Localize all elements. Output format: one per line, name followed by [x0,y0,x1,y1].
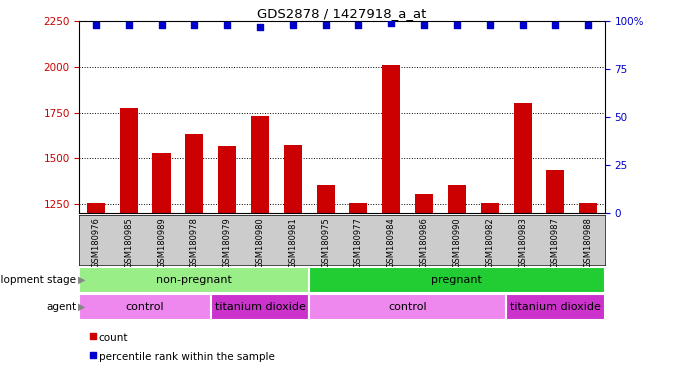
Point [484,22,495,28]
Bar [506,294,605,320]
Bar [448,185,466,213]
Text: development stage: development stage [0,275,76,285]
Point [386,20,397,26]
Point [517,22,528,28]
Bar [316,185,334,213]
Bar [211,294,309,320]
Text: GSM180989: GSM180989 [157,217,166,268]
Point [583,22,594,28]
Bar [579,203,597,213]
Point [287,22,299,28]
Bar [251,116,269,213]
Text: titanium dioxide: titanium dioxide [510,302,601,312]
Point [151,80,162,86]
Text: GSM180978: GSM180978 [190,217,199,268]
Text: GSM180976: GSM180976 [91,217,100,268]
Text: GSM180988: GSM180988 [584,217,593,268]
Text: non-pregnant: non-pregnant [156,275,232,285]
Text: GSM180982: GSM180982 [485,217,494,268]
Bar [350,203,368,213]
Point [254,24,265,30]
Bar [218,146,236,213]
Point [550,22,561,28]
Text: ▶: ▶ [78,302,86,312]
Text: titanium dioxide: titanium dioxide [214,302,305,312]
Bar [185,134,203,213]
Text: GSM180984: GSM180984 [387,217,396,268]
Bar [79,267,309,293]
Text: GSM180975: GSM180975 [321,217,330,268]
Text: control: control [126,302,164,312]
Bar [481,203,499,213]
Point [123,22,134,28]
Point [156,22,167,28]
Point [189,22,200,28]
Point [419,22,430,28]
Bar [79,294,211,320]
Text: GSM180990: GSM180990 [453,217,462,268]
Point [451,22,462,28]
Bar [87,203,105,213]
Text: GSM180986: GSM180986 [419,217,428,268]
Text: GSM180977: GSM180977 [354,217,363,268]
Text: GSM180983: GSM180983 [518,217,527,268]
Text: control: control [388,302,427,312]
Text: ▶: ▶ [78,275,86,285]
Point [222,22,233,28]
Bar [513,103,531,213]
Bar [309,294,506,320]
Title: GDS2878 / 1427918_a_at: GDS2878 / 1427918_a_at [257,7,427,20]
Text: GSM180980: GSM180980 [256,217,265,268]
Bar [415,194,433,213]
Text: GSM180981: GSM180981 [288,217,297,268]
Text: GSM180985: GSM180985 [124,217,133,268]
Point [353,22,364,28]
Point [320,22,331,28]
Text: count: count [99,333,129,343]
Bar [153,153,171,213]
Text: percentile rank within the sample: percentile rank within the sample [99,352,275,362]
Text: GSM180979: GSM180979 [223,217,231,268]
Bar [547,170,565,213]
Point [91,22,102,28]
Bar [309,267,605,293]
Text: agent: agent [46,302,76,312]
Bar [120,108,138,213]
Point [151,255,162,261]
Bar [382,65,400,213]
Text: pregnant: pregnant [431,275,482,285]
Bar [284,144,302,213]
Text: GSM180987: GSM180987 [551,217,560,268]
